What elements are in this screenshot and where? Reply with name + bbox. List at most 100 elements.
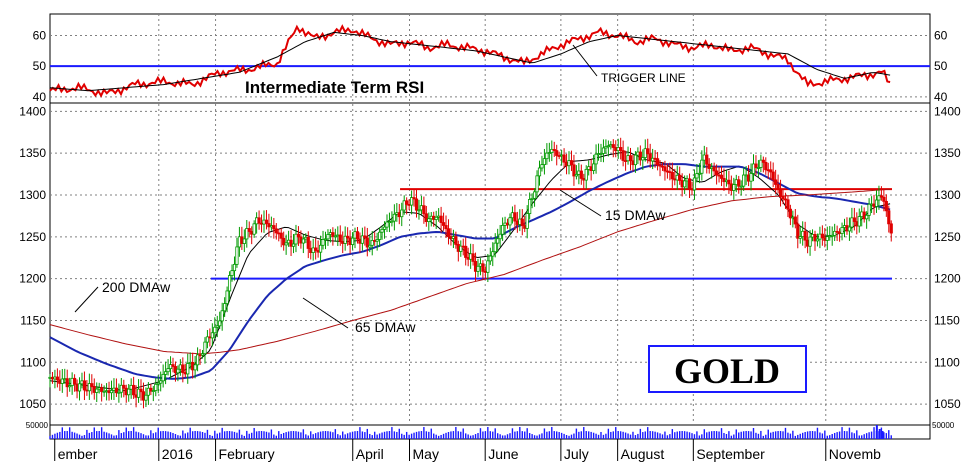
price-candle-body (732, 184, 736, 191)
price-candle-body (375, 239, 379, 242)
price-candle-body (301, 238, 305, 244)
price-candle-body (788, 208, 792, 219)
price-candle-body (651, 157, 655, 162)
price-candle-body (778, 188, 783, 197)
price-candle-body (486, 260, 490, 273)
price-candle-body (589, 166, 593, 171)
price-candle-body (655, 158, 660, 166)
price-candle-body (700, 159, 704, 174)
trigger-line-annotation: TRIGGER LINE (572, 44, 686, 85)
month-tick-label: May (413, 446, 439, 462)
price-candle-body (520, 218, 524, 226)
price-candle-body (181, 364, 185, 373)
price-candle-body (289, 239, 293, 247)
price-candle-body (306, 236, 310, 249)
rsi-tick-left: 40 (33, 90, 47, 104)
price-candle-body (823, 237, 827, 241)
price-candle-body (164, 371, 168, 375)
price-candle-body (353, 231, 357, 239)
price-candle-body (594, 153, 598, 165)
price-candle-body (712, 166, 716, 172)
rsi-panel (49, 24, 930, 98)
price-candle-body (60, 378, 64, 384)
price-candle-body (65, 378, 69, 388)
price-candle-body (850, 217, 854, 228)
price-candle-body (178, 364, 182, 370)
price-candle-body (402, 200, 406, 211)
price-candle-body (156, 382, 160, 385)
price-candle-body (203, 341, 207, 355)
price-candle-body (274, 228, 278, 234)
price-candle-body (683, 180, 687, 188)
price-candle-body (491, 251, 495, 257)
price-candle-body (387, 221, 392, 224)
price-candle-body (638, 151, 642, 161)
price-candle-body (215, 325, 219, 328)
price-candle-body (729, 183, 733, 191)
price-candle-body (547, 152, 551, 154)
price-candle-body (734, 179, 738, 186)
price-candle-body (378, 231, 382, 240)
price-candle-body (658, 164, 662, 167)
price-candle-body (503, 222, 507, 226)
price-candle-body (441, 222, 446, 226)
price-candle-body (825, 236, 829, 241)
price-candle-body (400, 209, 404, 218)
rsi-title: Intermediate Term RSI (245, 78, 424, 97)
price-candle-body (537, 167, 542, 177)
price-candle-body (368, 244, 372, 248)
price-candle-body (555, 150, 559, 156)
price-candle-body (670, 171, 674, 180)
price-candle-body (220, 310, 224, 322)
price-candle-body (245, 228, 249, 240)
price-candle-body (58, 379, 62, 384)
price-candle-body (739, 185, 743, 188)
price-candle-body (483, 271, 487, 273)
price-candle-body (771, 171, 775, 181)
price-candle-body (842, 225, 847, 228)
price-candle-body (417, 209, 421, 212)
price-candle-body (646, 148, 650, 155)
price-candle-body (380, 228, 384, 233)
price-candle-body (392, 213, 396, 222)
rsi-tick-right: 50 (934, 59, 948, 73)
price-candle-body (872, 203, 876, 207)
price-candle-body (173, 366, 178, 374)
price-candle-body (660, 165, 665, 168)
price-candle-body (168, 364, 173, 370)
price-candle-body (405, 200, 409, 205)
month-tick-label: June (488, 446, 519, 462)
price-tick-right: 1250 (934, 230, 961, 244)
price-candle-body (459, 245, 463, 252)
price-candle-body (385, 221, 389, 228)
price-candle-body (437, 215, 441, 218)
price-candle-body (427, 218, 431, 223)
price-candle-body (673, 178, 677, 181)
price-candle-body (139, 388, 143, 393)
month-tick-label: ember (58, 446, 98, 462)
rsi-panel-frame (49, 13, 931, 104)
price-candle-body (136, 388, 141, 398)
price-candle-body (446, 228, 451, 237)
price-candle-body (449, 236, 453, 239)
price-candle-body (122, 384, 126, 389)
price-candle-body (523, 225, 527, 229)
price-candle-body (70, 377, 74, 386)
gold-title: GOLD (674, 351, 780, 391)
price-candle-body (104, 390, 109, 393)
price-candle-body (783, 198, 788, 201)
month-tick-label: February (219, 446, 275, 462)
price-candle-body (500, 225, 505, 235)
price-candle-body (515, 220, 519, 225)
price-candle-body (592, 163, 596, 171)
price-candle-body (144, 394, 148, 401)
price-candle-body (210, 332, 214, 339)
price-candle-body (72, 377, 77, 385)
price-candle-body (599, 153, 603, 155)
price-candle-body (562, 154, 566, 163)
price-candle-body (149, 387, 153, 392)
price-candle-body (665, 170, 670, 173)
price-candle-body (112, 387, 116, 391)
price-candle-body (764, 161, 768, 171)
price-candle-body (724, 179, 729, 183)
